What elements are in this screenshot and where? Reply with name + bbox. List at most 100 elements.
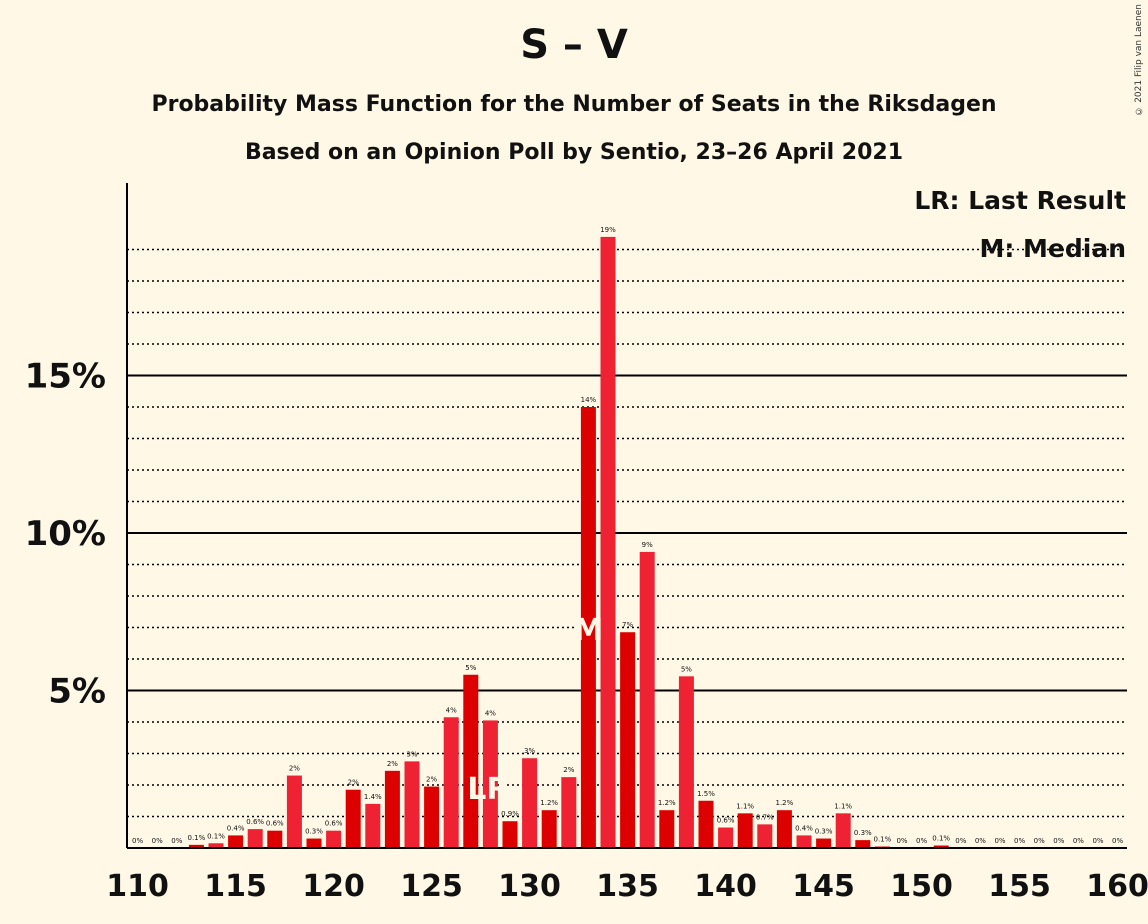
bar-label-seat-125: 2% (426, 776, 437, 784)
bar-label-seat-137: 1.2% (658, 799, 676, 807)
bar-seat-130 (522, 758, 538, 848)
bar-seat-122 (365, 803, 381, 848)
bar-label-seat-110: 0% (132, 837, 143, 845)
bar-label-seat-118: 2% (289, 765, 300, 773)
bar-seat-147 (855, 840, 871, 848)
bar-seat-151 (933, 845, 949, 848)
chart-subtitle-line1: Probability Mass Function for the Number… (151, 92, 997, 117)
bar-seat-146 (835, 813, 851, 848)
bar-seat-138 (678, 676, 694, 848)
bar-label-seat-139: 1.5% (697, 790, 715, 798)
bar-label-seat-135: 7% (622, 621, 633, 629)
bar-label-seat-142: 0.7% (756, 813, 774, 821)
bar-seat-126 (443, 717, 459, 848)
bar-seat-144 (796, 835, 812, 848)
bar-label-seat-152: 0% (955, 837, 966, 845)
x-tick-140: 140 (694, 869, 757, 904)
bar-label-seat-131: 1.2% (540, 799, 558, 807)
x-tick-labels: 110 115 120 125 130 135 140 145 150 155 160 (106, 869, 1148, 904)
x-tick-130: 130 (498, 869, 561, 904)
chart-title: S – V (520, 22, 628, 68)
bar-label-seat-144: 0.4% (795, 824, 813, 832)
bar-label-seat-121: 2% (348, 779, 359, 787)
bar-seat-137 (659, 810, 675, 848)
bar-label-seat-130: 3% (524, 747, 535, 755)
bar-label-seat-156: 0% (1034, 837, 1045, 845)
median-marker: M (573, 613, 603, 648)
x-tick-155: 155 (988, 869, 1051, 904)
bar-seat-135 (620, 632, 636, 848)
bar-label-seat-147: 0.3% (854, 829, 872, 837)
bar-label-seat-155: 0% (1014, 837, 1025, 845)
chart-subtitle-line2: Based on an Opinion Poll by Sentio, 23–2… (244, 140, 904, 165)
bar-seat-139 (698, 800, 714, 848)
bar-seat-116 (247, 829, 263, 848)
bar-seat-133 (580, 407, 596, 848)
bar-label-seat-115: 0.4% (227, 824, 245, 832)
bar-seat-117 (267, 830, 283, 848)
bar-seat-143 (776, 810, 792, 848)
bar-label-seat-153: 0% (975, 837, 986, 845)
x-tick-125: 125 (400, 869, 463, 904)
bar-label-seat-116: 0.6% (246, 818, 264, 826)
bar-label-seat-150: 0% (916, 837, 927, 845)
bar-label-seat-128: 4% (485, 709, 496, 717)
bar-label-seat-111: 0% (152, 837, 163, 845)
bar-seat-119 (306, 838, 322, 848)
bar-seat-125 (424, 786, 440, 848)
bar-seat-113 (188, 844, 204, 848)
y-tick-5: 5% (48, 672, 106, 712)
x-tick-160: 160 (1086, 869, 1148, 904)
bar-label-seat-124: 3% (406, 750, 417, 758)
bar-seat-140 (718, 827, 734, 848)
bar-seat-123 (384, 770, 400, 848)
bar-seat-129 (502, 821, 518, 848)
bar-label-seat-112: 0% (171, 837, 182, 845)
x-tick-145: 145 (792, 869, 855, 904)
bar-label-seat-119: 0.3% (305, 828, 323, 836)
bar-seat-127 (463, 674, 479, 848)
bars (188, 236, 949, 848)
bar-label-seat-114: 0.1% (207, 832, 225, 840)
bar-label-seat-141: 1.1% (736, 802, 754, 810)
bar-seat-114 (208, 843, 224, 848)
bar-label-seat-134: 19% (600, 226, 616, 234)
bar-label-seat-113: 0.1% (188, 834, 206, 842)
bar-label-seat-123: 2% (387, 760, 398, 768)
legend-median: M: Median (979, 234, 1126, 263)
bar-seat-131 (541, 810, 557, 848)
last-result-marker: LR (467, 772, 509, 807)
bar-label-seat-126: 4% (446, 706, 457, 714)
bar-seat-118 (286, 775, 302, 848)
bar-label-seat-143: 1.2% (776, 799, 794, 807)
bar-label-seat-160: 0% (1112, 837, 1123, 845)
bar-seat-132 (561, 777, 577, 848)
bar-label-seat-133: 14% (581, 396, 597, 404)
markers: LR M (467, 613, 603, 807)
y-tick-labels: 5% 10% 15% (25, 357, 106, 712)
bar-label-seat-136: 9% (642, 541, 653, 549)
bar-label-seat-127: 5% (465, 664, 476, 672)
bar-seat-115 (228, 835, 244, 848)
bar-label-seat-146: 1.1% (834, 802, 852, 810)
bar-label-seat-129: 0.9% (501, 810, 519, 818)
bar-seat-134 (600, 236, 616, 848)
bar-seat-121 (345, 789, 361, 848)
bar-label-seat-159: 0% (1092, 837, 1103, 845)
bar-seat-120 (326, 830, 342, 848)
bar-label-seat-117: 0.6% (266, 820, 284, 828)
y-tick-10: 10% (25, 514, 106, 554)
bar-seat-142 (757, 824, 773, 848)
y-tick-15: 15% (25, 357, 106, 397)
bar-label-seat-145: 0.3% (815, 828, 833, 836)
bar-label-seat-151: 0.1% (932, 834, 950, 842)
bar-label-seat-132: 2% (563, 766, 574, 774)
x-tick-135: 135 (596, 869, 659, 904)
bar-seat-141 (737, 813, 753, 848)
x-tick-115: 115 (204, 869, 267, 904)
bar-label-seat-140: 0.6% (717, 817, 735, 825)
bar-label-seat-138: 5% (681, 665, 692, 673)
legend-last-result: LR: Last Result (914, 186, 1126, 215)
bar-labels: 0% 0% 0% 0.1% 0.1%0.4%0.6% 0.6%2%0.3%0.6%2%1.… (132, 226, 1123, 845)
